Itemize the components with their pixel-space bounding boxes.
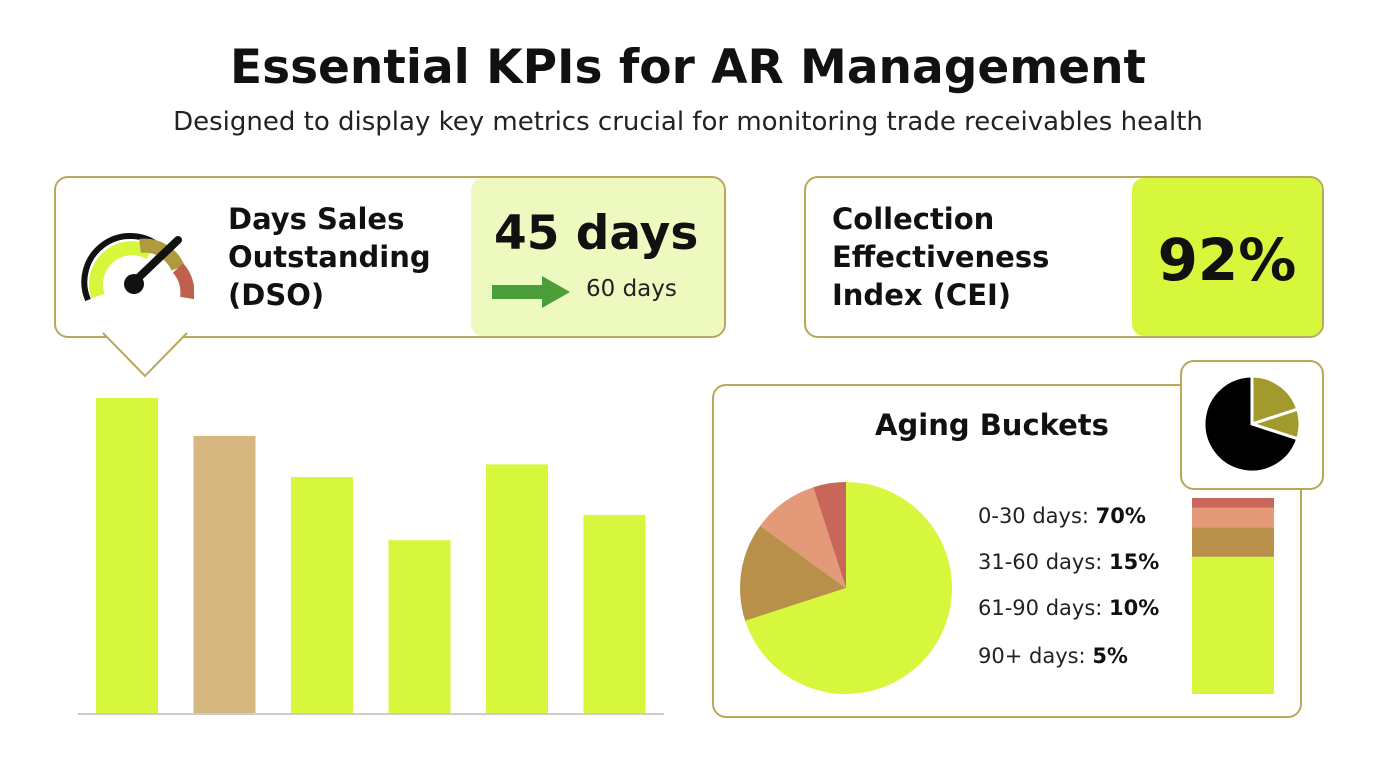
callout-pointer — [102, 332, 188, 378]
dso-label-line: (DSO) — [228, 278, 325, 312]
stacked-segment — [1192, 527, 1274, 557]
bar — [291, 477, 353, 714]
cei-value: 92% — [1157, 226, 1297, 294]
cei-label-line: Index (CEI) — [832, 278, 1012, 312]
legend-label: 90+ days: — [978, 644, 1093, 668]
cei-card: Collection Effectiveness Index (CEI) 92% — [804, 176, 1324, 338]
stacked-segment — [1192, 507, 1274, 528]
cei-label: Collection Effectiveness Index (CEI) — [832, 200, 1102, 314]
dso-value: 45 days — [494, 206, 699, 261]
legend-item: 90+ days: 5% — [978, 644, 1128, 668]
aging-title: Aging Buckets — [875, 408, 1109, 442]
dso-label-line: Days Sales — [228, 202, 405, 236]
mini-pie-card — [1180, 360, 1324, 490]
legend-item: 31-60 days: 15% — [978, 550, 1159, 574]
aging-stacked-bar — [1192, 498, 1274, 694]
mini-pie-slice — [1202, 374, 1300, 474]
pie-slice — [745, 482, 952, 694]
cei-label-line: Collection — [832, 202, 995, 236]
bar — [388, 540, 451, 714]
stacked-segment — [1192, 556, 1274, 694]
page-subtitle: Designed to display key metrics crucial … — [173, 107, 1203, 137]
legend-value: 10% — [1109, 596, 1160, 620]
legend-value: 70% — [1095, 504, 1146, 528]
legend-label: 0-30 days: — [978, 504, 1096, 528]
legend-label: 61-90 days: — [978, 596, 1110, 620]
bar — [486, 464, 548, 714]
legend-value: 15% — [1109, 550, 1160, 574]
bar — [96, 398, 158, 714]
speedometer-icon — [81, 233, 194, 302]
legend-label: 31-60 days: — [978, 550, 1110, 574]
bar — [583, 514, 646, 714]
pie-slice — [760, 487, 846, 588]
cei-value-panel — [1132, 178, 1322, 336]
page-title: Essential KPIs for AR Management — [229, 40, 1147, 95]
dso-value-panel — [471, 178, 724, 336]
bar — [193, 435, 256, 714]
legend-item: 61-90 days: 10% — [978, 596, 1159, 620]
mini-pie-chart — [1202, 374, 1302, 474]
pie-slice — [813, 482, 846, 588]
stacked-segment — [1192, 498, 1274, 508]
dso-card: Days Sales Outstanding (DSO) 45 days 60 … — [54, 176, 726, 338]
legend-item: 0-30 days: 70% — [978, 504, 1146, 528]
cei-label-line: Effectiveness — [832, 240, 1050, 274]
dso-label-line: Outstanding — [228, 240, 431, 274]
bar-chart — [78, 398, 664, 715]
arrow-right-icon — [492, 276, 570, 308]
aging-pie-chart — [740, 482, 952, 694]
dso-label: Days Sales Outstanding (DSO) — [228, 200, 458, 314]
legend-value: 5% — [1092, 644, 1128, 668]
pie-slice — [740, 525, 846, 621]
dso-target: 60 days — [586, 276, 677, 302]
